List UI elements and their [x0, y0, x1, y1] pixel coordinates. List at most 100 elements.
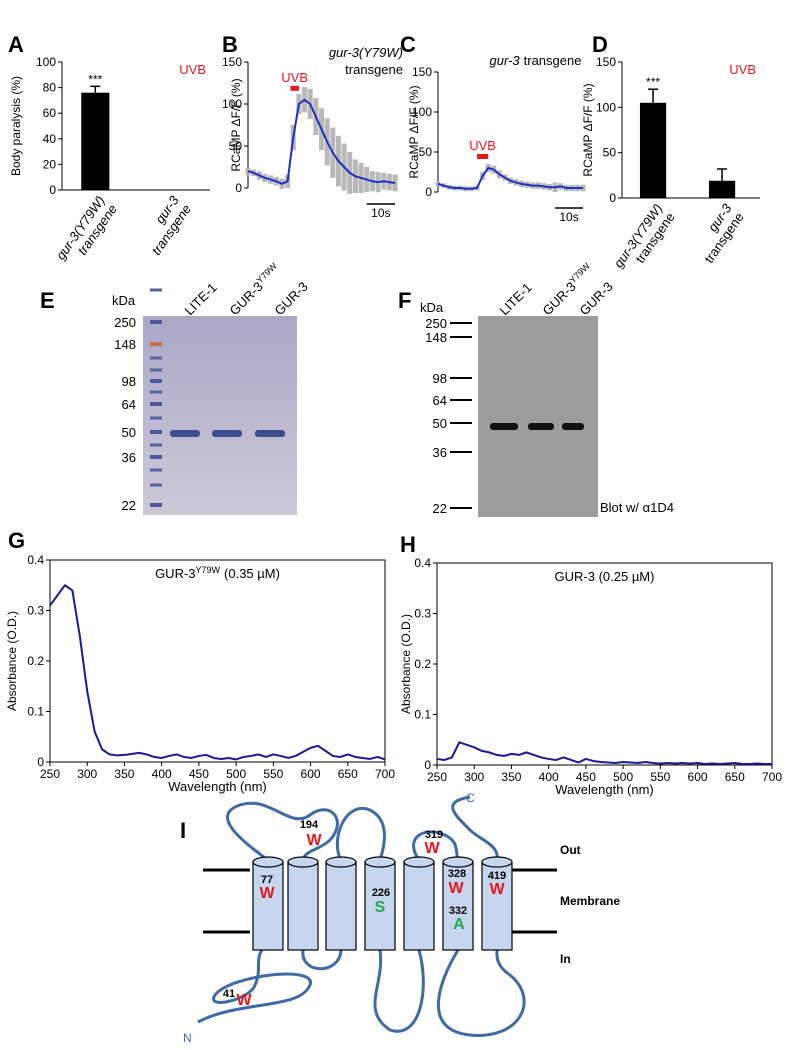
x-tick-label: 250 — [40, 767, 60, 781]
x-tick-label: 650 — [725, 770, 745, 784]
loop — [335, 806, 386, 861]
x-tick-label: 700 — [762, 770, 782, 784]
gel-band — [490, 423, 518, 430]
x-tick-label: 350 — [114, 767, 134, 781]
y-tick-label: 0.1 — [414, 708, 431, 722]
y-tick-label: 150 — [412, 65, 432, 79]
residue-number: 419 — [488, 870, 506, 882]
residue-letter: W — [306, 832, 322, 849]
residue-number: 226 — [372, 887, 390, 899]
x-tick-label: gur-3(Y79W)transgene — [611, 201, 678, 279]
y-tick-label: 0 — [37, 755, 44, 769]
helix — [403, 861, 435, 951]
panel-label: D — [592, 32, 608, 57]
gel-band — [528, 423, 554, 430]
y-axis-label: Body paralysis (%) — [9, 76, 23, 176]
plot-frame — [436, 562, 773, 766]
lane-label: GUR-3 — [577, 279, 616, 318]
y-tick-label: 0.4 — [414, 556, 431, 570]
panel-label: B — [222, 32, 238, 57]
y-axis-label: RCaMP ΔF/F (%) — [581, 83, 595, 176]
x-tick-label: 450 — [576, 770, 596, 784]
scale-bar-label: 10s — [371, 206, 390, 220]
y-tick-label: 0 — [235, 181, 242, 195]
panel-label: I — [180, 818, 186, 843]
y-axis-label: Absorbance (O.D.) — [399, 614, 413, 714]
lane-name: LITE-1 — [497, 280, 535, 318]
helix — [325, 861, 357, 951]
line — [436, 741, 772, 765]
topology-diagram — [197, 795, 557, 1037]
x-tick-label: 600 — [301, 767, 321, 781]
helix-top — [252, 856, 284, 868]
lane-label: LITE-1 — [497, 280, 535, 318]
ladder-band — [150, 483, 162, 487]
ladder-band — [150, 443, 162, 447]
marker-label: 98 — [433, 371, 447, 386]
residue-letter: S — [375, 899, 386, 916]
marker-label: 50 — [433, 416, 447, 431]
y-tick-label: 100 — [596, 100, 616, 114]
residue-letter: W — [236, 992, 252, 1009]
bar — [639, 102, 667, 198]
terminus-label: N — [183, 1031, 192, 1045]
y-tick-label: 60 — [43, 106, 57, 120]
lane-name: GUR-3 — [577, 279, 616, 318]
chart-title-part: gur-3(Y79W) — [329, 45, 403, 60]
y-tick-label: 100 — [412, 105, 432, 119]
ladder-band — [150, 468, 162, 472]
y-tick-label: 0.3 — [414, 607, 431, 621]
chart-title: GUR-3Y79W (0.35 µM) — [155, 565, 280, 581]
y-tick-label: 0.3 — [27, 604, 44, 618]
x-tick-label: 350 — [501, 770, 521, 784]
gel-e — [143, 316, 297, 515]
x-axis-label: Wavelength (nm) — [555, 782, 654, 797]
lane-name: GUR-3 — [272, 279, 311, 318]
x-tick-label: 500 — [613, 770, 633, 784]
residue-number: 77 — [261, 874, 273, 886]
x-tick-label: 550 — [650, 770, 670, 784]
panel-label: F — [398, 288, 411, 313]
y-axis-label: RCaMP ΔF/F (%) — [229, 78, 243, 171]
helices — [252, 856, 513, 951]
y-tick-label: 0.4 — [27, 553, 44, 567]
loops — [197, 795, 526, 1037]
gel-unit: kDa — [112, 293, 136, 308]
y-tick-label: 150 — [222, 55, 242, 69]
scale-bar-label: 10s — [559, 210, 578, 224]
x-tick-label: gur-3transgene — [136, 192, 194, 257]
y-axis-label: Absorbance (O.D.) — [5, 611, 19, 711]
helix — [481, 861, 513, 951]
x-tick-label: 250 — [427, 770, 447, 784]
chart-title-part: transgene — [524, 53, 582, 68]
label: UVB — [179, 62, 206, 77]
panel-label: H — [400, 532, 416, 557]
helix — [287, 861, 319, 951]
loop — [226, 801, 339, 862]
lane-label: LITE-1 — [182, 280, 220, 318]
bar — [81, 92, 110, 190]
residue-number: 194 — [300, 819, 319, 831]
y-tick-label: 100 — [222, 97, 242, 111]
region-label: Out — [560, 843, 581, 857]
marker-label: 36 — [122, 450, 136, 465]
y-tick-label: 150 — [596, 55, 616, 69]
marker-label: 64 — [433, 393, 447, 408]
ladder-band — [150, 342, 162, 346]
helix-top — [442, 856, 474, 868]
chart-title-part: GUR-3 — [155, 566, 195, 581]
residue-letter: A — [453, 916, 465, 933]
y-tick-label: 80 — [43, 81, 57, 95]
chart-title-part: gur-3 — [490, 53, 521, 68]
chart-title: gur-3 transgene — [490, 53, 582, 68]
y-tick-label: 50 — [603, 146, 617, 160]
loop — [412, 830, 460, 861]
loop — [197, 949, 312, 1024]
loop — [437, 949, 526, 1037]
residue-number: 332 — [449, 905, 467, 917]
y-tick-label: 100 — [36, 55, 56, 69]
y-tick-label: 0 — [49, 183, 56, 197]
chart-title: gur-3(Y79W) transgene — [329, 45, 403, 77]
bar — [708, 180, 736, 198]
gel-unit: kDa — [420, 300, 444, 315]
